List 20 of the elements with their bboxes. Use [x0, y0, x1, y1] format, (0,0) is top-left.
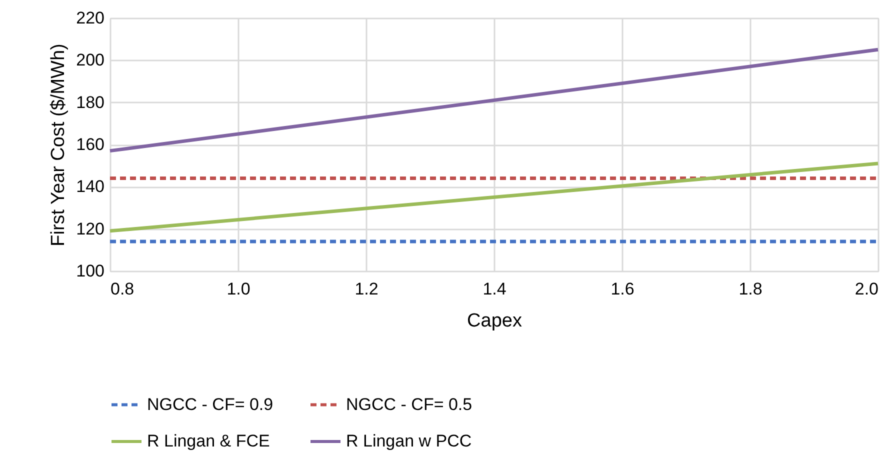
x-tick-label: 1.2	[354, 280, 378, 298]
x-tick-label: 0.8	[110, 280, 134, 298]
y-tick-label: 200	[76, 50, 104, 70]
y-tick-label: 180	[76, 92, 104, 112]
x-tick-label: 1.8	[738, 280, 762, 298]
y-tick-label: 120	[76, 219, 104, 238]
legend-label: NGCC - CF= 0.5	[346, 394, 472, 414]
x-axis-title: Capex	[467, 310, 522, 332]
x-tick-label: 2.0	[854, 280, 878, 298]
x-tick-label: 1.0	[226, 280, 250, 298]
x-tick-label: 1.4	[482, 280, 506, 298]
y-tick-label: 140	[76, 177, 104, 196]
legend-label: R Lingan w PCC	[346, 432, 472, 450]
y-tick-label: 160	[76, 135, 104, 154]
y-tick-label: 220	[76, 8, 104, 28]
legend-label: R Lingan & FCE	[147, 432, 270, 450]
y-tick-label: 100	[76, 262, 104, 280]
x-tick-label: 1.6	[610, 280, 634, 298]
y-axis-title: First Year Cost ($/MWh)	[48, 44, 70, 246]
legend-label: NGCC - CF= 0.9	[147, 394, 274, 414]
